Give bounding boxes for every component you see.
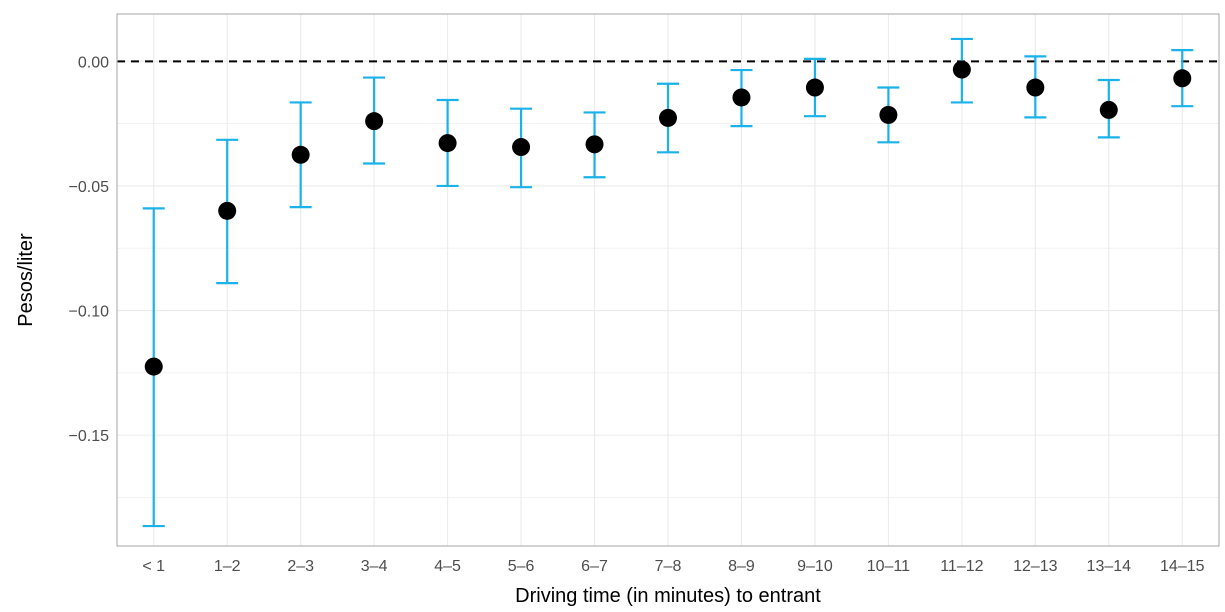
x-tick-label: 11–12 (940, 558, 983, 575)
point-layer (144, 60, 1192, 376)
y-tick-label: −0.15 (69, 428, 110, 445)
y-tick-label: 0.00 (78, 54, 109, 71)
data-point (512, 138, 531, 157)
x-tick-label: 9–10 (797, 558, 833, 575)
data-point (952, 60, 971, 79)
data-point (1099, 100, 1118, 119)
x-tick-label: 2–3 (287, 558, 314, 575)
y-axis-title: Pesos/liter (15, 233, 37, 327)
data-point (1026, 78, 1045, 97)
x-tick-label: 1–2 (214, 558, 241, 575)
data-point (1173, 69, 1192, 88)
x-tick-label: 13–14 (1087, 558, 1132, 575)
data-point (291, 145, 310, 164)
x-tick-label: 3–4 (361, 558, 388, 575)
y-tick-label: −0.05 (69, 179, 110, 196)
x-tick-label: 4–5 (434, 558, 461, 575)
x-axis-title: Driving time (in minutes) to entrant (515, 585, 821, 607)
x-tick-label: 7–8 (655, 558, 682, 575)
data-point (879, 105, 898, 124)
x-tick-labels: < 1 1–2 2–3 3–4 4–5 5–6 6–7 7–8 8–9 9–10 10–11 11–1… (142, 558, 1204, 575)
y-tick-label: −0.10 (69, 304, 110, 321)
data-point (732, 88, 751, 107)
data-point (438, 134, 457, 153)
data-point (144, 357, 163, 376)
x-tick-label: 8–9 (728, 558, 755, 575)
x-tick-label: 14–15 (1160, 558, 1205, 575)
x-tick-label: < 1 (142, 558, 165, 575)
panel-border (116, 13, 1220, 547)
x-tick-label: 6–7 (581, 558, 608, 575)
data-point (585, 135, 604, 154)
y-tick-labels: 0.00 −0.05 −0.10 −0.15 (69, 54, 110, 445)
data-point (365, 112, 384, 131)
data-point (659, 108, 677, 127)
x-tick-label: 5–6 (508, 558, 535, 575)
data-point (218, 201, 237, 220)
x-tick-label: 12–13 (1013, 558, 1058, 575)
x-tick-label: 10–11 (867, 558, 910, 575)
data-point (805, 78, 824, 97)
